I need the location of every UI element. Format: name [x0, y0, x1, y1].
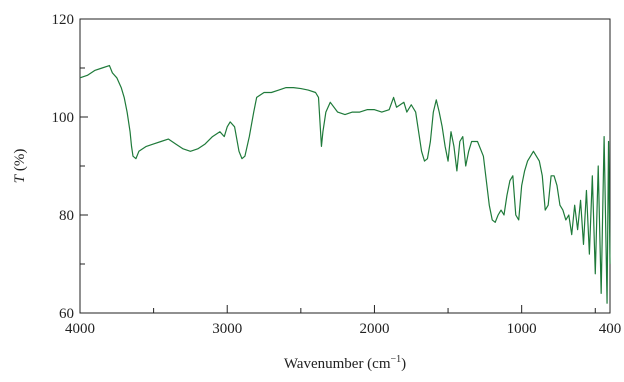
y-label-unit: (%) — [12, 149, 28, 172]
plot-frame — [79, 18, 611, 314]
x-tick-label: 400 — [599, 321, 622, 337]
y-tick-label: 120 — [52, 12, 75, 28]
spectrum-line — [79, 64, 611, 304]
x-axis-label: Wavenumber (cm−1) — [284, 354, 406, 372]
y-axis-label: T(%) — [12, 149, 28, 184]
y-label-var: T — [12, 173, 28, 183]
y-tick-label: 80 — [59, 208, 74, 224]
x-label-end: ) — [401, 356, 406, 372]
x-tick-label: 1000 — [507, 321, 537, 337]
x-tick-label: 2000 — [359, 321, 389, 337]
y-tick-label: 100 — [52, 110, 75, 126]
x-tick-label: 3000 — [212, 321, 242, 337]
x-tick-label: 4000 — [65, 321, 95, 337]
x-label-main: Wavenumber (cm — [284, 356, 391, 372]
y-tick-label: 60 — [59, 306, 74, 322]
x-label-sup: −1 — [391, 354, 402, 365]
